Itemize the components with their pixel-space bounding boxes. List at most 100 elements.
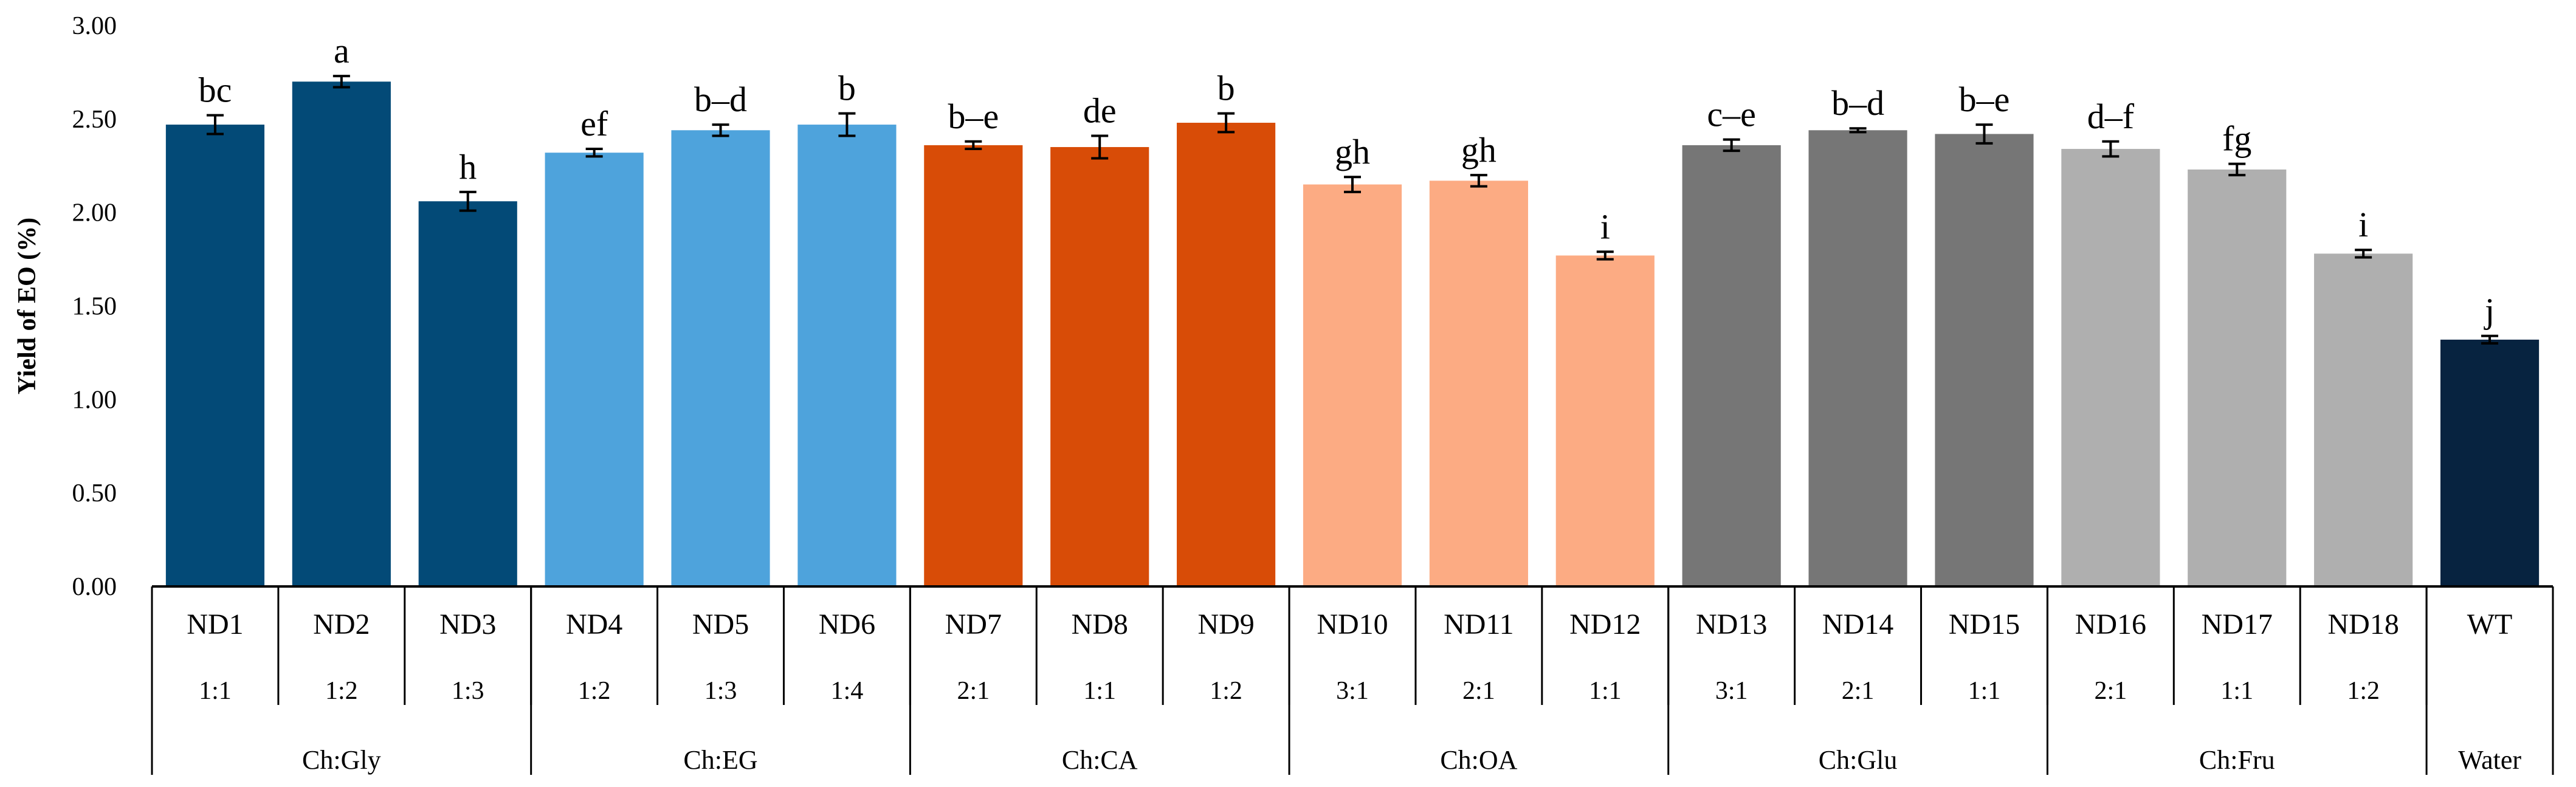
x-tick-label: ND11 xyxy=(1444,608,1514,641)
error-bar xyxy=(1091,134,1109,160)
ratio-label: 3:1 xyxy=(1715,677,1748,705)
group-label: Ch:CA xyxy=(1062,745,1138,775)
bar xyxy=(545,153,644,587)
x-tick-label: ND9 xyxy=(1197,608,1254,641)
ratio-label: 1:1 xyxy=(1968,677,2001,705)
x-tick-label: ND8 xyxy=(1072,608,1128,641)
y-tick-label: 1.00 xyxy=(72,386,117,414)
y-tick-label: 2.00 xyxy=(72,199,117,227)
bar xyxy=(2314,253,2413,586)
error-bar xyxy=(712,123,729,137)
y-tick-label: 1.50 xyxy=(72,293,117,321)
x-tick-label: ND16 xyxy=(2075,608,2146,641)
significance-label: c–e xyxy=(1707,95,1756,134)
x-tick-label: ND13 xyxy=(1696,608,1767,641)
x-tick-label: ND5 xyxy=(692,608,749,641)
bar xyxy=(418,201,517,586)
y-axis: 0.00 0.50 1.00 1.50 2.00 2.50 3.00 xyxy=(72,12,117,601)
x-tick-label: ND18 xyxy=(2327,608,2399,641)
bar xyxy=(924,145,1023,586)
bar xyxy=(1303,184,1402,586)
bar xyxy=(797,125,897,586)
bar xyxy=(1429,180,1528,586)
group-label: Ch:OA xyxy=(1440,745,1517,775)
bar xyxy=(1935,134,2034,587)
ratio-label: 2:1 xyxy=(957,677,990,705)
significance-label: b–d xyxy=(1831,83,1884,123)
significance-label: ef xyxy=(580,104,608,143)
bar xyxy=(2440,339,2540,586)
group-label: Water xyxy=(2458,745,2521,775)
x-tick-label: ND1 xyxy=(187,608,243,641)
error-bar xyxy=(2355,249,2372,259)
x-tick-label: ND2 xyxy=(313,608,370,641)
ratio-label: 1:1 xyxy=(1589,677,1622,705)
ratio-label: 3:1 xyxy=(1336,677,1369,705)
significance-label: b xyxy=(838,69,856,108)
error-bar xyxy=(965,140,982,151)
error-bar xyxy=(2228,162,2246,177)
bar xyxy=(671,130,770,586)
error-bar xyxy=(2102,140,2120,158)
ratio-label: 1:1 xyxy=(1083,677,1116,705)
x-tick-label: ND7 xyxy=(945,608,1002,641)
y-tick-label: 0.50 xyxy=(72,479,117,507)
ratio-label: 1:4 xyxy=(831,677,864,705)
significance-label: fg xyxy=(2222,119,2251,159)
y-axis-title: Yield of EO (%) xyxy=(13,218,41,394)
bar xyxy=(1682,145,1781,586)
x-axis: ND1 1:1 ND2 1:2 ND3 1:3 ND4 1:2 ND5 1:3 ND6 1:4 ND7 2… xyxy=(151,585,2554,775)
error-bar xyxy=(1596,250,1614,261)
significance-label: a xyxy=(334,31,350,70)
bar xyxy=(1808,130,1907,586)
error-bar xyxy=(1849,127,1867,134)
ratio-label: 1:1 xyxy=(2220,677,2253,705)
bars: bc a h ef b–d b b–e de b gh gh i c–e b–d b–e d–f fg i j xyxy=(165,31,2540,587)
error-bar xyxy=(1975,123,1993,145)
error-bar xyxy=(2481,334,2499,345)
x-tick-label: ND4 xyxy=(566,608,622,641)
significance-label: i xyxy=(2358,205,2368,244)
ratio-label: 1:2 xyxy=(2347,677,2380,705)
significance-label: b–d xyxy=(694,80,747,119)
error-bar xyxy=(585,148,603,158)
x-tick-label: ND10 xyxy=(1317,608,1388,641)
error-bar xyxy=(838,112,856,137)
error-bar xyxy=(459,190,477,212)
ratio-label: 1:3 xyxy=(704,677,737,705)
bar xyxy=(1177,122,1276,586)
ratio-label: 1:3 xyxy=(452,677,484,705)
significance-label: b–e xyxy=(1959,80,2010,119)
significance-label: gh xyxy=(1461,130,1496,170)
significance-label: j xyxy=(2484,291,2495,331)
y-tick-label: 2.50 xyxy=(72,106,117,134)
significance-label: b–e xyxy=(948,97,999,136)
group-label: Ch:EG xyxy=(683,745,757,775)
x-tick-label: ND14 xyxy=(1822,608,1893,641)
ratio-label: 2:1 xyxy=(2095,677,2127,705)
ratio-label: 1:1 xyxy=(199,677,232,705)
significance-label: gh xyxy=(1335,132,1370,171)
error-bar xyxy=(1470,174,1487,188)
x-tick-label: WT xyxy=(2467,608,2513,641)
significance-label: de xyxy=(1083,91,1117,131)
x-tick-label: ND6 xyxy=(819,608,875,641)
x-tick-label: ND3 xyxy=(439,608,496,641)
error-bar xyxy=(1217,112,1235,134)
ratio-label: 1:2 xyxy=(578,677,611,705)
ratio-label: 2:1 xyxy=(1842,677,1875,705)
x-tick-label: ND17 xyxy=(2202,608,2273,641)
x-tick-label: ND12 xyxy=(1569,608,1641,641)
ratio-label: 1:2 xyxy=(325,677,358,705)
x-tick-label: ND15 xyxy=(1949,608,2020,641)
error-bar xyxy=(206,114,224,136)
significance-label: h xyxy=(459,147,477,187)
error-bar xyxy=(332,75,350,89)
significance-label: i xyxy=(1600,207,1610,246)
y-tick-label: 0.00 xyxy=(72,573,117,601)
bar xyxy=(1555,255,1655,586)
group-label: Ch:Fru xyxy=(2199,745,2275,775)
ratio-label: 2:1 xyxy=(1462,677,1495,705)
bar xyxy=(1050,146,1149,586)
significance-label: bc xyxy=(199,70,232,110)
